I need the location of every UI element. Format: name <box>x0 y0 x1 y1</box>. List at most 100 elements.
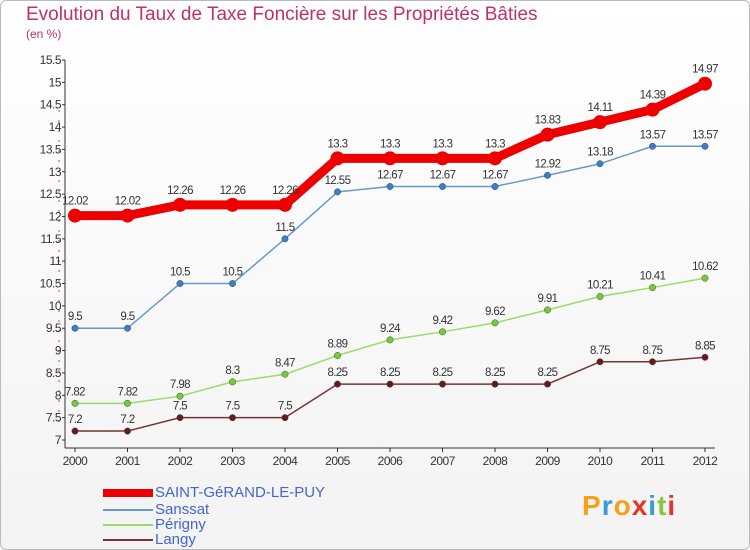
data-label: 13.3 <box>485 138 505 150</box>
data-label: 12.67 <box>377 170 403 182</box>
data-point <box>278 197 292 212</box>
data-point <box>176 392 184 400</box>
x-tick-label: 2009 <box>535 454 561 468</box>
data-label: 10.5 <box>223 267 243 279</box>
y-tick-label: 14.5 <box>40 98 62 112</box>
data-label: 12.02 <box>62 196 88 208</box>
data-label: 8.85 <box>695 340 715 352</box>
y-tick-label: 11 <box>50 254 62 268</box>
logo-letter: i <box>648 490 658 521</box>
data-point <box>596 293 604 300</box>
data-label: 12.67 <box>482 170 508 182</box>
data-point <box>71 399 79 407</box>
data-point <box>383 151 397 166</box>
data-point <box>68 208 82 223</box>
legend-label: Sanssat <box>155 501 210 518</box>
data-label: 11.5 <box>275 222 294 234</box>
chart-subtitle: (en %) <box>26 27 62 41</box>
data-point <box>124 399 131 407</box>
data-point <box>649 142 656 150</box>
legend-label: SAINT-GéRAND-LE-PUY <box>155 484 326 501</box>
data-point <box>386 336 394 344</box>
chart-title: Evolution du Taux de Taxe Foncière sur l… <box>26 4 538 25</box>
logo-letter: i <box>667 490 677 521</box>
legend-label: Langy <box>155 531 196 548</box>
x-tick-label: 2012 <box>693 454 719 468</box>
y-tick-label: 8.5 <box>46 366 62 380</box>
data-label: 9.5 <box>68 311 82 323</box>
data-point <box>229 280 236 287</box>
logo-letter: r <box>601 490 614 521</box>
data-label: 13.3 <box>328 138 348 150</box>
data-label: 13.83 <box>535 115 561 127</box>
data-point <box>120 208 135 223</box>
x-tick-label: 2002 <box>168 454 194 468</box>
x-tick-label: 2008 <box>483 454 509 468</box>
data-label: 8.75 <box>643 345 663 357</box>
legend-swatch <box>103 489 153 497</box>
data-point <box>544 171 551 179</box>
data-point <box>645 102 660 117</box>
data-label: 12.26 <box>220 185 246 197</box>
data-point <box>540 127 555 142</box>
legend-swatch <box>103 509 153 511</box>
y-tick-label: 15.5 <box>40 53 62 67</box>
data-label: 12.67 <box>430 170 456 182</box>
y-tick-label: 13.5 <box>40 142 62 156</box>
y-tick-label: 10 <box>49 299 62 313</box>
data-label: 8.25 <box>538 367 558 379</box>
legend-item: Langy <box>103 532 196 548</box>
data-point <box>386 183 394 190</box>
legend-item: SAINT-GéRAND-LE-PUY <box>103 485 325 501</box>
data-label: 13.3 <box>380 138 400 150</box>
data-label: 13.57 <box>640 129 666 141</box>
x-tick-label: 2000 <box>63 454 89 468</box>
data-point <box>596 160 604 168</box>
data-label: 9.24 <box>380 323 401 335</box>
data-point <box>701 142 709 150</box>
y-tick-label: 12.5 <box>40 187 62 201</box>
data-point <box>71 427 79 435</box>
proxiti-logo: Proxiti <box>582 490 676 522</box>
data-point <box>491 319 499 327</box>
data-label: 10.21 <box>587 279 613 291</box>
data-point <box>439 183 446 190</box>
legend-item: Sanssat <box>103 502 209 518</box>
data-point <box>701 274 709 282</box>
data-label: 7.82 <box>118 386 138 398</box>
data-point <box>281 414 289 422</box>
x-tick-label: 2004 <box>273 454 299 468</box>
data-label: 7.82 <box>65 386 85 398</box>
y-tick-label: 14 <box>49 120 62 134</box>
data-point <box>173 197 187 212</box>
y-tick-label: 8 <box>55 388 62 402</box>
legend-swatch <box>103 539 153 541</box>
data-point <box>334 188 341 196</box>
data-point <box>435 151 450 166</box>
data-label: 12.02 <box>115 196 141 208</box>
data-point <box>491 380 499 388</box>
data-point <box>281 370 289 378</box>
data-label: 7.5 <box>278 401 292 413</box>
data-label: 9.42 <box>433 315 453 327</box>
x-tick-label: 2011 <box>641 454 666 468</box>
data-label: 9.91 <box>538 293 558 305</box>
data-label: 10.5 <box>170 267 190 279</box>
data-label: 12.55 <box>325 175 351 187</box>
data-point <box>701 353 709 361</box>
data-point <box>281 235 289 243</box>
data-label: 8.75 <box>590 345 610 357</box>
y-tick-label: 12 <box>49 209 62 223</box>
y-tick-label: 9.5 <box>46 321 62 335</box>
y-tick-label: 11.5 <box>41 232 62 246</box>
y-tick-label: 9 <box>55 344 62 358</box>
data-point <box>491 183 499 190</box>
data-point <box>439 328 446 336</box>
legend-label: Périgny <box>155 516 206 533</box>
data-label: 12.26 <box>272 185 298 197</box>
y-tick-label: 15 <box>49 75 62 89</box>
data-label: 8.25 <box>380 367 400 379</box>
data-label: 10.41 <box>640 271 666 283</box>
